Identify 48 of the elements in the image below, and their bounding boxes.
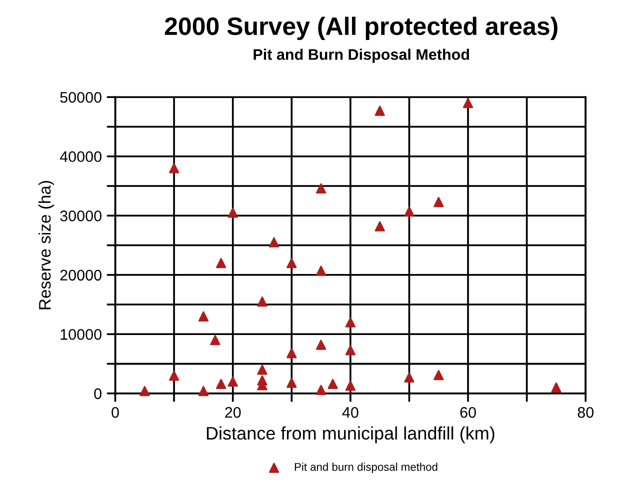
x-tick-label: 40 (342, 407, 358, 418)
y-tick-label: 50000 (60, 92, 102, 103)
chart-title: 2000 Survey (All protected areas) (164, 16, 558, 40)
y-tick-label: 20000 (60, 270, 102, 281)
x-tick-label: 80 (578, 407, 594, 418)
point (551, 382, 562, 393)
x-tick-label: 60 (460, 407, 476, 418)
legend-label: Pit and burn disposal method (294, 462, 438, 474)
point (210, 335, 220, 346)
point (257, 364, 268, 375)
point (404, 372, 414, 383)
point (216, 378, 226, 390)
point (434, 196, 444, 208)
point (286, 258, 297, 268)
point (434, 370, 444, 380)
point (268, 237, 280, 248)
x-axis-title: Distance from municipal landfill (km) (206, 426, 494, 444)
chart-subtitle: Pit and Burn Disposal Method (254, 48, 469, 63)
point (345, 380, 356, 391)
point (198, 386, 209, 396)
point (216, 258, 226, 268)
point (345, 345, 356, 356)
point (168, 370, 180, 381)
point (168, 163, 180, 174)
point (228, 376, 238, 387)
y-axis-title: Reserve size (ha) (38, 180, 54, 310)
y-tick-label: 0 (94, 388, 102, 400)
point (316, 266, 326, 276)
point (316, 183, 326, 194)
x-tick-label: 20 (225, 407, 241, 418)
point (316, 340, 326, 350)
point (345, 317, 356, 328)
point (286, 348, 297, 358)
y-tick-label: 30000 (60, 210, 102, 222)
point (286, 378, 297, 388)
point (462, 98, 474, 108)
point (374, 106, 385, 116)
point (374, 221, 385, 232)
point (316, 384, 326, 395)
x-tick-label: 0 (112, 407, 119, 418)
y-tick-label: 10000 (60, 329, 102, 340)
point (198, 311, 209, 322)
point (140, 386, 150, 396)
point (228, 208, 238, 218)
point (404, 206, 414, 217)
point (328, 378, 338, 390)
y-tick-label: 40000 (60, 151, 102, 162)
point (257, 296, 268, 307)
